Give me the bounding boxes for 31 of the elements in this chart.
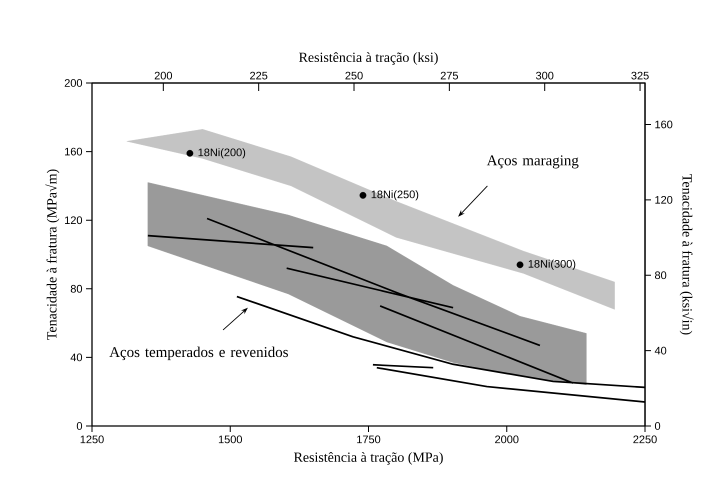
y2-tick-label: 40 <box>654 346 666 354</box>
y-axis-title: Tenacidade à fratura (MPa√m) <box>45 169 60 340</box>
y-tick-label: 160 <box>65 148 82 156</box>
y2-tick-label: 120 <box>655 196 672 204</box>
x-tick-label: 2250 <box>633 436 657 444</box>
y-tick-label: 80 <box>70 284 82 293</box>
x2-axis-title: Resistência à tração (ksi) <box>299 52 438 65</box>
x-axis-title: Resistência à tração (MPa) <box>294 452 443 465</box>
x2-tick-label: 300 <box>536 72 554 80</box>
annotation: 18Ni(200) <box>198 148 246 158</box>
annotation: Aços temperados e revenidos <box>109 346 288 360</box>
annotation: Aços maraging <box>486 155 579 168</box>
y2-tick-label: 160 <box>655 120 672 128</box>
x-tick-label: 1750 <box>357 436 380 444</box>
x2-tick-label: 275 <box>440 72 458 80</box>
annotation: 18Ni(300) <box>528 260 576 270</box>
x2-tick-label: 200 <box>154 72 172 80</box>
x-tick-label: 2000 <box>495 436 518 444</box>
y-tick-label: 120 <box>65 216 82 224</box>
x2-tick-label: 250 <box>345 72 363 80</box>
y-tick-label: 200 <box>64 79 82 87</box>
x2-tick-label: 225 <box>250 72 268 80</box>
annotation: 18Ni(250) <box>372 190 418 200</box>
x2-tick-label: 325 <box>631 72 649 80</box>
x-tick-label: 1250 <box>80 436 104 444</box>
y-tick-label: 40 <box>70 354 82 362</box>
y2-tick-label: 80 <box>654 271 666 280</box>
y2-tick-label: 0 <box>654 422 660 430</box>
y2-axis-title: Tenacidade à fratura (ksi√in) <box>680 174 694 334</box>
x-tick-label: 1500 <box>218 436 242 444</box>
y-tick-label: 0 <box>76 422 82 430</box>
